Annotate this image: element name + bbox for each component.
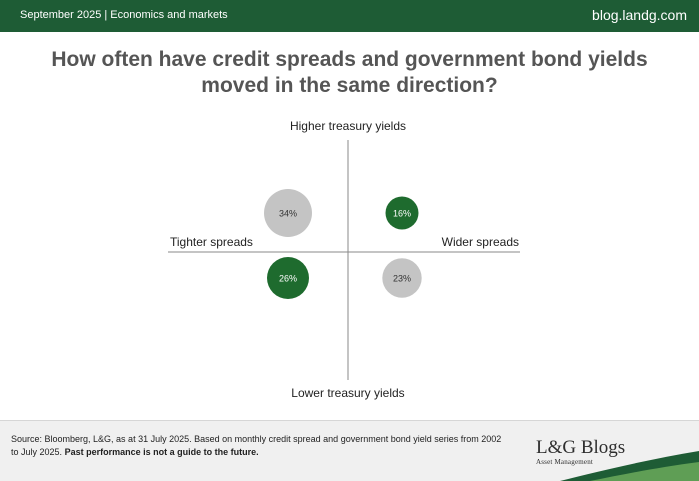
- footer: Source: Bloomberg, L&G, as at 31 July 20…: [0, 420, 699, 481]
- chart-title: How often have credit spreads and govern…: [51, 48, 648, 97]
- footer-swoosh: [560, 451, 699, 481]
- logo-subtitle: Asset Management: [536, 458, 594, 466]
- bubble-label-tighter-higher: 34%: [279, 209, 297, 219]
- axis-label-top: Higher treasury yields: [290, 119, 406, 133]
- bubble-group: 34% 16% 26% 23%: [264, 189, 422, 299]
- logo-wordmark: L&G Blogs: [536, 437, 626, 458]
- bubble-wider-spreads-higher-yields: [385, 196, 419, 230]
- header-site-link[interactable]: blog.landg.com: [592, 7, 687, 23]
- bubble-wider-spreads-lower-yields: [382, 258, 422, 298]
- quadrant-chart: Higher treasury yields Lower treasury yi…: [168, 119, 520, 400]
- bubble-label-wider-lower: 23%: [393, 274, 411, 284]
- bubble-label-wider-higher: 16%: [393, 209, 411, 219]
- bubble-tighter-spreads-lower-yields: [267, 257, 309, 299]
- source-note: Source: Bloomberg, L&G, as at 31 July 20…: [11, 433, 511, 459]
- brand-logo: L&G Blogs Asset Management: [536, 437, 626, 467]
- bubble-label-tighter-lower: 26%: [279, 274, 297, 284]
- header-date-label: September 2025 | Economics and markets: [20, 9, 228, 21]
- bubble-tighter-spreads-higher-yields: [264, 189, 312, 237]
- axis-label-right: Wider spreads: [442, 235, 519, 249]
- disclaimer-text: Past performance is not a guide to the f…: [64, 447, 259, 457]
- header-bar: September 2025 | Economics and markets b…: [0, 0, 699, 32]
- axis-label-bottom: Lower treasury yields: [291, 386, 404, 400]
- axis-label-left: Tighter spreads: [170, 235, 253, 249]
- source-text: Source: Bloomberg, L&G, as at 31 July 20…: [11, 434, 502, 457]
